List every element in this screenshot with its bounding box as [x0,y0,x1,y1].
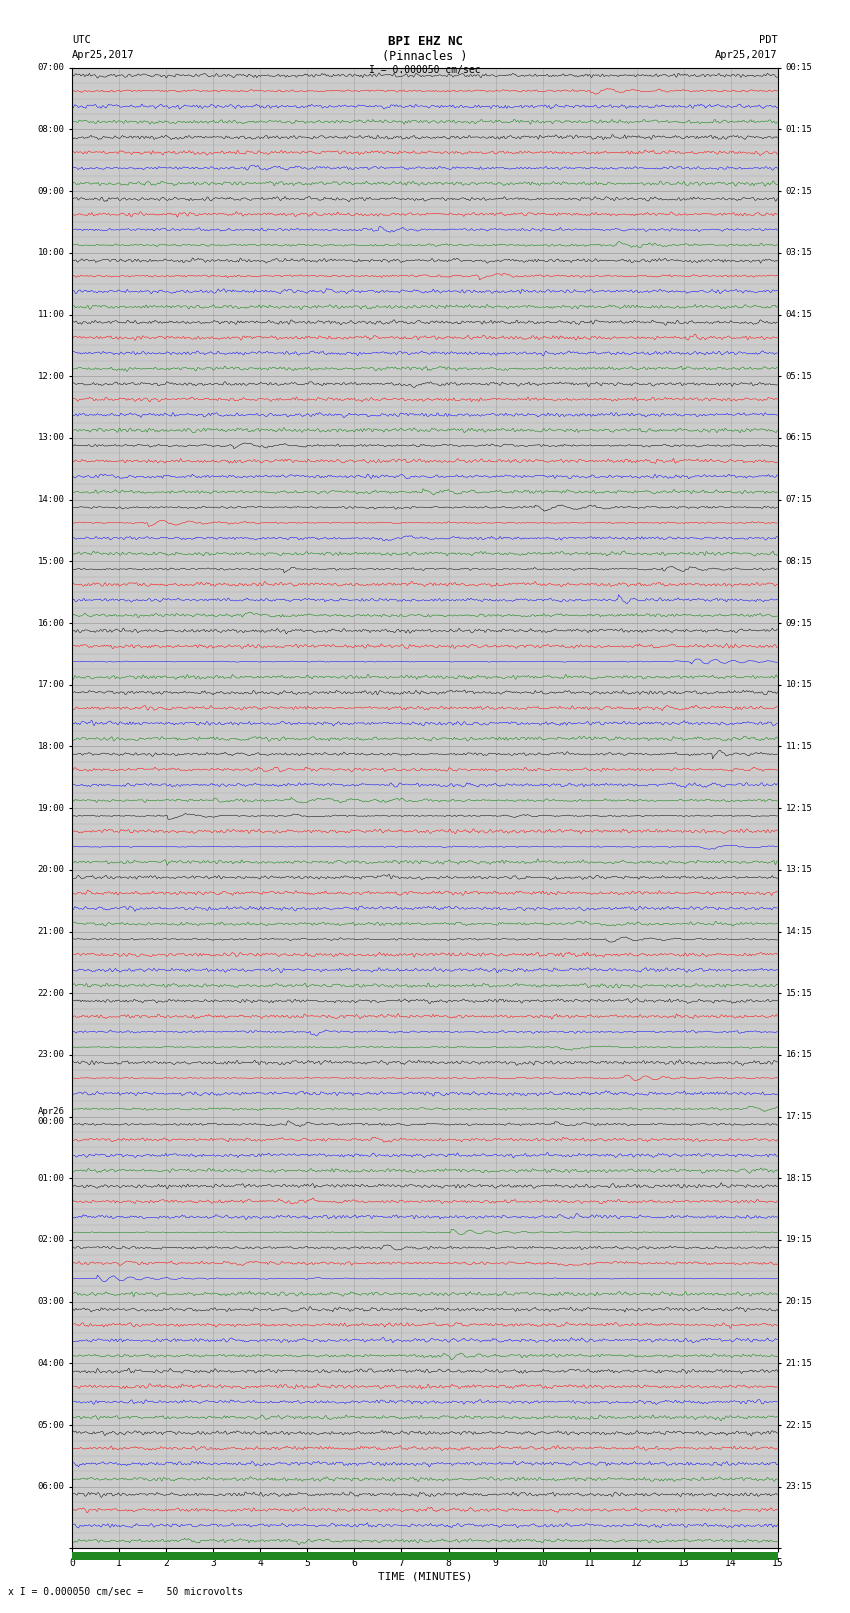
Text: UTC: UTC [72,35,91,45]
Text: Apr25,2017: Apr25,2017 [715,50,778,60]
Text: Apr25,2017: Apr25,2017 [72,50,135,60]
Text: BPI EHZ NC: BPI EHZ NC [388,35,462,48]
X-axis label: TIME (MINUTES): TIME (MINUTES) [377,1571,473,1582]
Text: PDT: PDT [759,35,778,45]
Text: I = 0.000050 cm/sec: I = 0.000050 cm/sec [369,65,481,74]
Text: (Pinnacles ): (Pinnacles ) [382,50,468,63]
Text: x I = 0.000050 cm/sec =    50 microvolts: x I = 0.000050 cm/sec = 50 microvolts [8,1587,243,1597]
